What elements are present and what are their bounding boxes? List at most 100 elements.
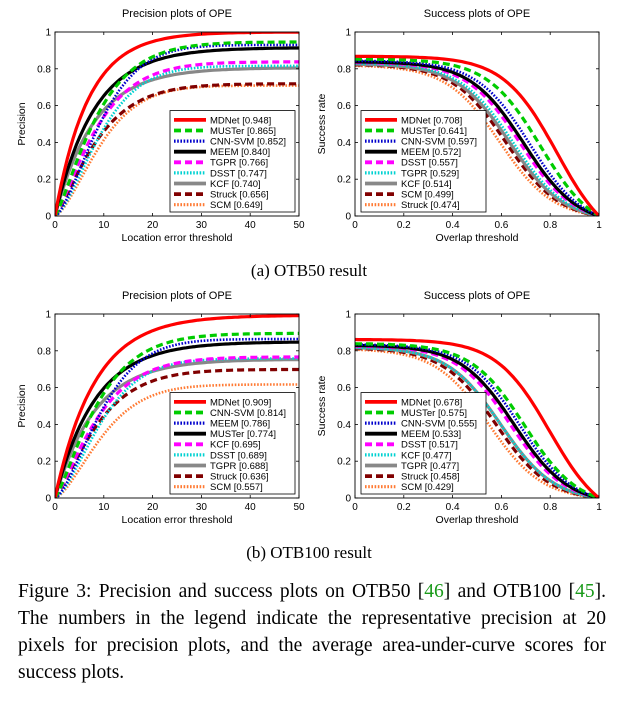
legend-entry-scm: SCM [0.499] — [401, 190, 454, 201]
legend-entry-mdnet: MDNet [0.708] — [401, 115, 462, 126]
series-line-struck — [55, 367, 299, 498]
caption-text-1: Figure 3: Precision and success plots on… — [18, 581, 425, 602]
figure-caption: Figure 3: Precision and success plots on… — [18, 578, 606, 686]
legend-entry-tgpr: TGPR [0.529] — [401, 168, 459, 179]
legend-entry-cnn-svm: CNN-SVM [0.852] — [210, 137, 286, 148]
series-line-muster — [355, 342, 599, 498]
legend-entry-struck: Struck [0.474] — [401, 200, 460, 211]
legend-entry-mdnet: MDNet [0.678] — [401, 397, 462, 408]
legend-entry-scm: SCM [0.649] — [210, 200, 263, 211]
series-line-mdnet — [55, 314, 299, 498]
legend-entry-scm: SCM [0.557] — [210, 482, 263, 493]
y-tick-label: 0.4 — [37, 138, 51, 149]
x-tick-label: 30 — [196, 502, 208, 513]
x-tick-label: 40 — [245, 502, 257, 513]
legend-entry-meem: MEEM [0.572] — [401, 147, 461, 158]
caption-ref-45[interactable]: 45 — [575, 581, 595, 602]
x-tick-label: 0.2 — [397, 220, 411, 231]
chart-title: Success plots of OPE — [424, 290, 530, 302]
subcaption-2: (b) OTB100 result — [246, 543, 372, 562]
legend-entry-kcf: KCF [0.695] — [210, 440, 261, 451]
x-axis-label: Overlap threshold — [436, 232, 519, 244]
legend-entry-kcf: KCF [0.477] — [401, 450, 452, 461]
y-tick-label: 0.2 — [337, 175, 351, 186]
legend-entry-tgpr: TGPR [0.688] — [210, 461, 268, 472]
x-tick-label: 0 — [52, 502, 58, 513]
legend-entry-muster: MUSTer [0.774] — [210, 429, 276, 440]
x-tick-label: 0.8 — [543, 502, 557, 513]
legend-entry-dsst: DSST [0.557] — [401, 158, 458, 169]
x-tick-label: 20 — [147, 220, 159, 231]
series-line-struck — [55, 82, 299, 216]
series-line-meem — [55, 46, 299, 216]
legend-entry-muster: MUSTer [0.865] — [210, 126, 276, 137]
legend: MDNet [0.678]MUSTer [0.575]CNN-SVM [0.55… — [360, 392, 487, 495]
y-tick-label: 1 — [345, 28, 351, 39]
legend-entry-meem: MEEM [0.786] — [210, 419, 270, 430]
y-tick-label: 1 — [45, 310, 51, 321]
legend-entry-kcf: KCF [0.740] — [210, 179, 261, 190]
legend: MDNet [0.948]MUSTer [0.865]CNN-SVM [0.85… — [169, 110, 296, 213]
y-tick-label: 0.4 — [337, 420, 351, 431]
y-tick-label: 0 — [45, 212, 51, 223]
legend-entry-struck: Struck [0.636] — [210, 472, 269, 483]
legend-entry-meem: MEEM [0.533] — [401, 429, 461, 440]
series-line-meem — [355, 343, 599, 498]
series-line-mdnet — [355, 337, 599, 498]
legend: MDNet [0.708]MUSTer [0.641]CNN-SVM [0.59… — [360, 110, 487, 213]
subcaption-1: (a) OTB50 result — [251, 261, 367, 280]
x-tick-label: 1 — [596, 502, 602, 513]
legend-entry-dsst: DSST [0.747] — [210, 168, 267, 179]
chart-4: Success plots of OPE 0 0.2 0.4 0.6 0.8 1 0 0.2 0.… — [316, 290, 602, 526]
legend-entry-mdnet: MDNet [0.909] — [210, 397, 271, 408]
x-axis-label: Location error threshold — [122, 514, 233, 526]
chart-title: Precision plots of OPE — [122, 290, 232, 302]
legend-entry-tgpr: TGPR [0.766] — [210, 158, 268, 169]
y-tick-label: 0.2 — [37, 457, 51, 468]
plot-frame — [354, 313, 600, 499]
series-line-mdnet — [355, 54, 599, 216]
x-tick-label: 0.4 — [446, 220, 460, 231]
y-axis-label: Precision — [16, 384, 28, 427]
x-tick-label: 10 — [98, 502, 110, 513]
series-line-cnn-svm — [55, 43, 299, 216]
series-line-cnn-svm — [55, 331, 299, 498]
series-line-kcf — [55, 355, 299, 498]
y-tick-label: 0.4 — [337, 138, 351, 149]
y-tick-label: 0 — [345, 494, 351, 505]
y-tick-label: 0.2 — [37, 175, 51, 186]
series-line-muster — [355, 57, 599, 216]
x-tick-label: 0 — [352, 220, 358, 231]
legend-entry-struck: Struck [0.458] — [401, 472, 460, 483]
series-line-tgpr — [355, 62, 599, 216]
legend-entry-dsst: DSST [0.517] — [401, 440, 458, 451]
y-axis-label: Precision — [16, 102, 28, 145]
y-tick-label: 1 — [45, 28, 51, 39]
legend-entry-kcf: KCF [0.514] — [401, 179, 452, 190]
x-tick-label: 1 — [596, 220, 602, 231]
series-line-muster — [55, 340, 299, 498]
y-tick-label: 1 — [345, 310, 351, 321]
y-tick-label: 0.6 — [337, 101, 351, 112]
y-tick-label: 0.8 — [37, 64, 51, 75]
x-tick-label: 50 — [293, 220, 305, 231]
series-lines — [55, 32, 299, 216]
series-line-scm — [355, 63, 599, 216]
caption-ref-46[interactable]: 46 — [424, 581, 444, 602]
legend-entry-dsst: DSST [0.689] — [210, 450, 267, 461]
series-line-scm — [55, 383, 299, 498]
series-line-dsst — [355, 60, 599, 216]
y-tick-label: 0.6 — [37, 383, 51, 394]
x-tick-label: 0.6 — [494, 220, 508, 231]
chart-3: Precision plots of OPE 0 10 20 30 40 50 0 0.2 0.4… — [16, 290, 305, 526]
legend-entry-cnn-svm: CNN-SVM [0.814] — [210, 408, 286, 419]
x-tick-label: 10 — [98, 220, 110, 231]
y-tick-label: 0 — [345, 212, 351, 223]
y-tick-label: 0.8 — [337, 64, 351, 75]
series-line-dsst — [55, 64, 299, 216]
legend-entry-scm: SCM [0.429] — [401, 482, 454, 493]
x-tick-label: 50 — [293, 502, 305, 513]
x-axis-label: Location error threshold — [122, 232, 233, 244]
y-tick-label: 0.8 — [337, 346, 351, 357]
